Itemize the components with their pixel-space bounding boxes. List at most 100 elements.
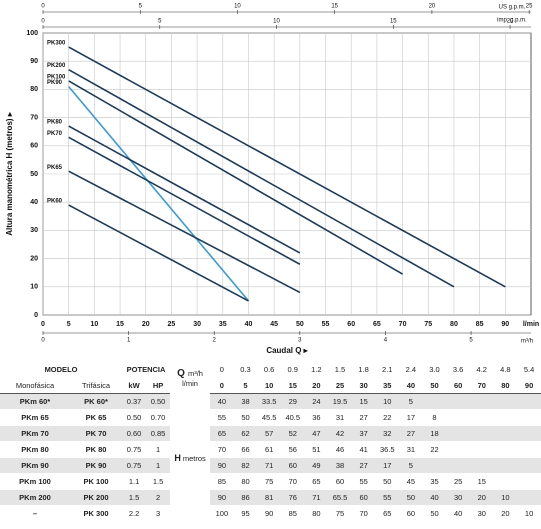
series-line: [68, 204, 249, 302]
head-cell: 50: [399, 489, 423, 506]
head-cell: 10: [375, 393, 400, 410]
head-cell: 51: [304, 441, 329, 458]
empty-cell: [493, 393, 518, 410]
head-cell: 10: [517, 505, 541, 522]
data-row: PKm 90 PK 90 0.75 1 90 82 71 60 49 38 27 17 5: [0, 457, 541, 474]
x-tick-label: 30: [193, 321, 201, 328]
us-gpm-unit: US g.p.m.: [499, 5, 526, 11]
m3h-cell: 0.9: [280, 362, 305, 378]
lmin-cell: 90: [517, 377, 541, 394]
hp-cell: 0.70: [146, 409, 171, 426]
q-label: Q: [177, 367, 185, 379]
series-line: [68, 80, 403, 275]
m3h-cell: 2.4: [399, 362, 423, 378]
head-cell: 33.5: [257, 393, 281, 410]
hp-cell: 1: [146, 457, 171, 474]
unit-label: l/min: [182, 378, 198, 388]
head-cell: 40: [446, 505, 470, 522]
series-label: PK60: [47, 199, 63, 205]
head-cell: 31: [399, 441, 423, 458]
head-cell: 55: [210, 409, 234, 426]
data-row: PKm 80 PK 80 0.75 1 70 66 61 56 51 46 41 36.5 31 22: [0, 441, 541, 458]
head-cell: 66: [233, 441, 258, 458]
kw-cell: 0.37: [122, 393, 147, 410]
head-cell: 75: [257, 473, 281, 490]
model-cell: PKm 60*: [0, 393, 71, 410]
m3h-unit: m³/h: [521, 339, 533, 345]
head-cell: 81: [257, 489, 281, 506]
head-cell: 71: [257, 457, 281, 474]
data-row: – PK 300 2.2 3 100 95 90 85 80 75 70 65 60 50 40 30 20 10: [0, 505, 541, 522]
secondary-tick-label: 25: [526, 4, 533, 10]
head-cell: 55: [375, 489, 400, 506]
m3h-cell: 3.0: [422, 362, 447, 378]
head-cell: 38: [328, 457, 352, 474]
x-tick-label: 55: [322, 321, 330, 328]
head-cell: 60: [399, 505, 423, 522]
head-cell: 27: [351, 457, 376, 474]
head-cell: 45.5: [257, 409, 281, 426]
secondary-tick-label: 4: [384, 338, 388, 344]
lmin-cell: 70: [469, 377, 494, 394]
head-cell: 80: [304, 505, 329, 522]
head-cell: 50: [422, 505, 447, 522]
y-tick-label: 0: [34, 312, 38, 319]
head-cell: 8: [422, 409, 447, 426]
model-cell: PK 200: [70, 489, 123, 506]
kw-cell: 1.5: [122, 489, 147, 506]
head-cell: 71: [304, 489, 329, 506]
head-cell: 52: [280, 425, 305, 442]
model-cell: PKm 70: [0, 425, 71, 442]
head-cell: 70: [210, 441, 234, 458]
y-tick-label: 20: [30, 255, 38, 262]
head-cell: 41: [351, 441, 376, 458]
empty-cell: [493, 473, 518, 490]
head-cell: 65: [304, 473, 329, 490]
x-tick-label: 90: [501, 321, 509, 328]
head-cell: 22: [375, 409, 400, 426]
x-tick-label: 80: [450, 321, 458, 328]
m3h-cell: 1.8: [351, 362, 376, 378]
m3h-cell: 4.2: [469, 362, 494, 378]
series-label: PK65: [47, 165, 63, 171]
secondary-tick-label: 5: [158, 19, 162, 25]
head-cell: 60: [351, 489, 376, 506]
head-cell: 5: [399, 393, 423, 410]
x-tick-label: 70: [399, 321, 407, 328]
head-cell: 30: [469, 505, 494, 522]
secondary-tick-label: 20: [429, 4, 436, 10]
lmin-cell: 30: [351, 377, 376, 394]
m3h-cell: 1.5: [328, 362, 352, 378]
hp-cell: 0.50: [146, 393, 171, 410]
series-label: PK90: [47, 80, 63, 86]
head-cell: 32: [375, 425, 400, 442]
head-cell: 70: [280, 473, 305, 490]
head-cell: 56: [280, 441, 305, 458]
empty-cell: [517, 489, 541, 506]
y-axis-title: Altura manométrica H (metros) ▸: [5, 111, 14, 236]
m3h-cell: 3.6: [446, 362, 470, 378]
kw-cell: 0.75: [122, 441, 147, 458]
head-cell: 15: [469, 473, 494, 490]
head-cell: 60: [280, 457, 305, 474]
m3h-cell: 2.1: [375, 362, 400, 378]
m3h-cell: 0.6: [257, 362, 281, 378]
x-tick-label: 25: [168, 321, 176, 328]
hp-cell: 1.5: [146, 473, 171, 490]
lmin-cell: 40: [399, 377, 423, 394]
series-label: PK70: [47, 131, 63, 137]
head-cell: 40.5: [280, 409, 305, 426]
empty-cell: [469, 409, 494, 426]
data-row: PKm 200 PK 200 1.5 2 90 86 81 76 71 65.5 60 55 50 40 3…: [0, 489, 541, 506]
head-cell: 37: [351, 425, 376, 442]
head-cell: 5: [399, 457, 423, 474]
lmin-cell: 5: [233, 377, 258, 394]
imp-gpm-unit: imp. g.p.m.: [497, 18, 527, 24]
lmin-cell: 0: [210, 377, 234, 394]
head-cell: 65: [210, 425, 234, 442]
m3h-cell: 4.8: [493, 362, 518, 378]
